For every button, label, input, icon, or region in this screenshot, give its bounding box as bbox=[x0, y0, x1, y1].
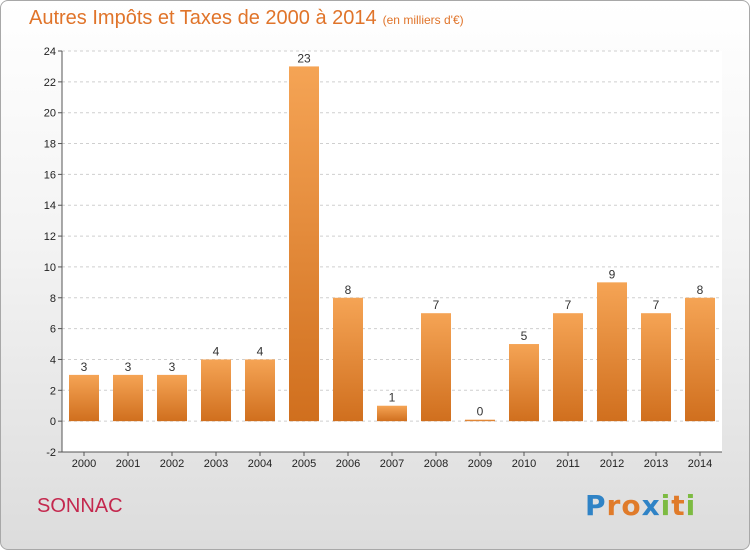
bar bbox=[245, 359, 275, 422]
bar bbox=[465, 419, 495, 422]
y-tick-label: 18 bbox=[44, 139, 56, 151]
bar-value-label: 3 bbox=[169, 360, 176, 374]
x-tick-label: 2010 bbox=[512, 458, 536, 470]
proxiti-logo: Proxiti bbox=[585, 489, 696, 522]
bar bbox=[201, 359, 231, 422]
y-tick-label: 8 bbox=[50, 293, 56, 305]
x-tick-label: 2003 bbox=[204, 458, 228, 470]
bar-value-label: 3 bbox=[81, 360, 88, 374]
bar-value-label: 8 bbox=[697, 283, 704, 297]
y-tick-label: 6 bbox=[50, 324, 56, 336]
bar-value-label: 9 bbox=[609, 267, 616, 281]
y-tick-label: 10 bbox=[44, 262, 56, 274]
bar-value-label: 7 bbox=[433, 298, 440, 312]
logo-letter: P bbox=[585, 489, 607, 522]
x-tick-label: 2006 bbox=[336, 458, 360, 470]
bar bbox=[289, 66, 319, 422]
bar bbox=[113, 374, 143, 422]
bar bbox=[509, 344, 539, 422]
x-tick-label: 2004 bbox=[248, 458, 272, 470]
x-tick-label: 2009 bbox=[468, 458, 492, 470]
bar-value-label: 7 bbox=[653, 298, 660, 312]
bar bbox=[685, 297, 715, 422]
title-text: Autres Impôts et Taxes de 2000 à 2014 bbox=[29, 7, 377, 29]
bar-value-label: 7 bbox=[565, 298, 572, 312]
bar-value-label: 8 bbox=[345, 283, 352, 297]
x-tick-label: 2001 bbox=[116, 458, 140, 470]
location-name: SONNAC bbox=[37, 495, 123, 517]
bar bbox=[377, 405, 407, 422]
x-tick-label: 2002 bbox=[160, 458, 184, 470]
y-tick-label: -2 bbox=[46, 447, 56, 459]
y-tick-label: 0 bbox=[50, 416, 56, 428]
logo-letter: r bbox=[606, 489, 622, 522]
bar-value-label: 1 bbox=[389, 391, 396, 405]
bar bbox=[553, 313, 583, 422]
y-tick-label: 12 bbox=[44, 231, 56, 243]
bar-value-label: 5 bbox=[521, 329, 528, 343]
y-tick-label: 14 bbox=[44, 200, 56, 212]
bar-value-label: 4 bbox=[257, 344, 264, 358]
bar bbox=[641, 313, 671, 422]
y-tick-label: 16 bbox=[44, 169, 56, 181]
x-tick-label: 2000 bbox=[72, 458, 96, 470]
bar bbox=[333, 297, 363, 422]
x-tick-label: 2011 bbox=[556, 458, 580, 470]
y-tick-label: 4 bbox=[50, 354, 56, 366]
logo-letter: x bbox=[641, 489, 661, 522]
x-tick-label: 2012 bbox=[600, 458, 624, 470]
bar-value-label: 23 bbox=[297, 51, 311, 65]
y-tick-label: 20 bbox=[44, 108, 56, 120]
title-unit: (en milliers d'€) bbox=[382, 13, 464, 27]
logo-letter: t bbox=[671, 489, 686, 522]
x-tick-label: 2008 bbox=[424, 458, 448, 470]
bar-value-label: 3 bbox=[125, 360, 132, 374]
bar bbox=[597, 282, 627, 422]
x-tick-label: 2013 bbox=[644, 458, 668, 470]
logo-letter: o bbox=[621, 489, 642, 522]
x-tick-label: 2005 bbox=[292, 458, 316, 470]
bar bbox=[69, 374, 99, 422]
bar bbox=[157, 374, 187, 422]
bar bbox=[421, 313, 451, 422]
y-tick-label: 2 bbox=[50, 385, 56, 397]
y-tick-label: 24 bbox=[44, 46, 56, 58]
chart-title: Autres Impôts et Taxes de 2000 à 2014 (en… bbox=[29, 7, 464, 30]
y-tick-label: 22 bbox=[44, 77, 56, 89]
x-tick-label: 2014 bbox=[688, 458, 712, 470]
logo-letter: i bbox=[685, 489, 697, 522]
x-tick-label: 2007 bbox=[380, 458, 404, 470]
bar-value-label: 0 bbox=[477, 405, 484, 419]
bar-value-label: 4 bbox=[213, 344, 220, 358]
logo-letter: i bbox=[660, 489, 672, 522]
